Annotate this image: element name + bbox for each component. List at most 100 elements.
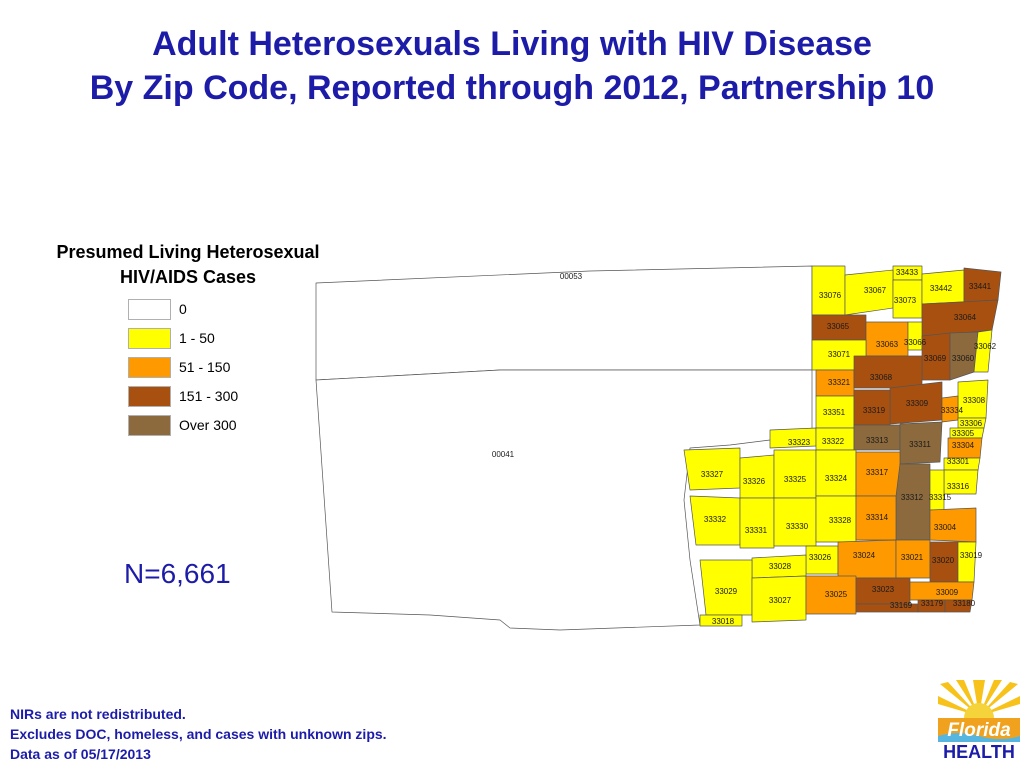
legend-label-0: 0 [179,301,187,317]
legend-label-3: 151 - 300 [179,388,239,404]
zip-label-33067: 33067 [864,286,887,295]
legend-label-1: 1 - 50 [179,330,215,346]
legend-swatch-4 [128,415,171,436]
florida-health-logo: Florida HEALTH [938,680,1020,766]
zip-label-33027: 33027 [769,596,792,605]
zip-label-33179: 33179 [921,599,944,608]
zip-label-33062: 33062 [974,342,997,351]
zip-region-33180 [944,599,973,613]
zip-label-33073: 33073 [894,296,917,305]
page-title: Adult Heterosexuals Living with HIV Dise… [0,22,1024,110]
legend-swatch-3 [128,386,171,407]
zip-region-33027 [751,575,807,623]
zip-label-33312: 33312 [901,493,924,502]
title-line-2: By Zip Code, Reported through 2012, Part… [89,69,935,107]
zip-label-33009: 33009 [936,588,959,597]
zip-label-33021: 33021 [901,553,924,562]
zip-regions [315,265,1002,631]
zip-region-33062 [973,329,993,373]
legend-swatch-0 [128,299,171,320]
zip-label-33066: 33066 [904,338,927,347]
zip-label-33068: 33068 [870,373,893,382]
zip-label-33311: 33311 [909,440,931,449]
zip-labels: 00053 00041 33433 33076 33067 33073 33442 33441… [492,268,997,626]
zip-label-33351: 33351 [823,408,846,417]
zip-label-33069: 33069 [924,354,947,363]
zip-label-33315: 33315 [929,493,952,502]
logo-text-florida: Florida [947,720,1011,741]
zip-region-33068 [853,355,923,389]
zip-label-33029: 33029 [715,587,738,596]
zip-label-33004: 33004 [934,523,957,532]
zip-label-33309: 33309 [906,399,929,408]
zip-label-33319: 33319 [863,406,886,415]
zip-region-00053 [315,265,813,381]
zip-region-33312 [895,463,931,541]
zip-label-00041: 00041 [492,450,515,459]
zip-label-33331: 33331 [745,526,768,535]
zip-region-33324 [815,449,857,497]
zip-label-33180: 33180 [953,599,976,608]
zip-region-33025 [805,575,857,615]
zip-region-00041 [315,369,813,631]
zip-label-33025: 33025 [825,590,848,599]
sun-icon [938,680,1020,766]
zip-label-33332: 33332 [704,515,727,524]
zip-label-33323: 33323 [788,438,811,447]
zip-label-33076: 33076 [819,291,842,300]
footnote-2: Excludes DOC, homeless, and cases with u… [10,726,387,742]
zip-label-33026: 33026 [809,553,832,562]
zip-region-33325 [773,449,817,499]
zip-region-33311 [899,421,943,465]
zip-label-33324: 33324 [825,474,848,483]
zip-label-33317: 33317 [866,468,889,477]
case-count: N=6,661 [124,558,231,589]
zip-label-33065: 33065 [827,322,850,331]
zip-label-33306: 33306 [960,419,983,428]
zip-label-33064: 33064 [954,313,977,322]
zip-region-33327 [683,447,741,491]
zip-label-33020: 33020 [932,556,955,565]
zip-label-33433: 33433 [896,268,919,277]
legend-swatch-2 [128,357,171,378]
zip-label-33019: 33019 [960,551,983,560]
zip-region-33331 [739,497,775,549]
zip-label-33063: 33063 [876,340,899,349]
zip-label-33018: 33018 [712,617,735,626]
zip-label-33071: 33071 [828,350,851,359]
zip-label-33316: 33316 [947,482,970,491]
legend-label-4: Over 300 [179,417,237,433]
legend-title-line-1: Presumed Living Heterosexual [56,242,320,262]
zip-label-33028: 33028 [769,562,792,571]
zip-label-33308: 33308 [963,396,986,405]
footnotes: NIRs are not redistributed. Excludes DOC… [10,704,387,764]
zip-label-33328: 33328 [829,516,852,525]
logo-text-health: HEALTH [943,742,1015,762]
zip-label-33325: 33325 [784,475,807,484]
zip-label-00053: 00053 [560,272,583,281]
zip-region-33019 [957,541,977,583]
zip-label-33304: 33304 [952,441,975,450]
zip-label-33313: 33313 [866,436,889,445]
zip-label-33301: 33301 [947,457,970,466]
zip-region-33063 [865,321,909,357]
title-line-1: Adult Heterosexuals Living with HIV Dise… [152,25,872,63]
zip-label-33442: 33442 [930,284,953,293]
zip-region-33315 [929,469,945,511]
zip-label-33441: 33441 [969,282,992,291]
zip-region-33018 [699,614,743,627]
legend-title: Presumed Living Heterosexual HIV/AIDS Ca… [18,240,358,290]
zip-label-33169: 33169 [890,601,913,610]
zip-label-33334: 33334 [941,406,964,415]
zip-label-33326: 33326 [743,477,766,486]
footnote-3: Data as of 05/17/2013 [10,746,151,762]
legend-swatch-1 [128,328,171,349]
zip-label-33060: 33060 [952,354,975,363]
zip-label-33321: 33321 [828,378,851,387]
zip-label-33322: 33322 [822,437,845,446]
zip-label-33023: 33023 [872,585,895,594]
zip-label-33305: 33305 [952,429,975,438]
footnote-1: NIRs are not redistributed. [10,706,186,722]
zip-label-33330: 33330 [786,522,809,531]
